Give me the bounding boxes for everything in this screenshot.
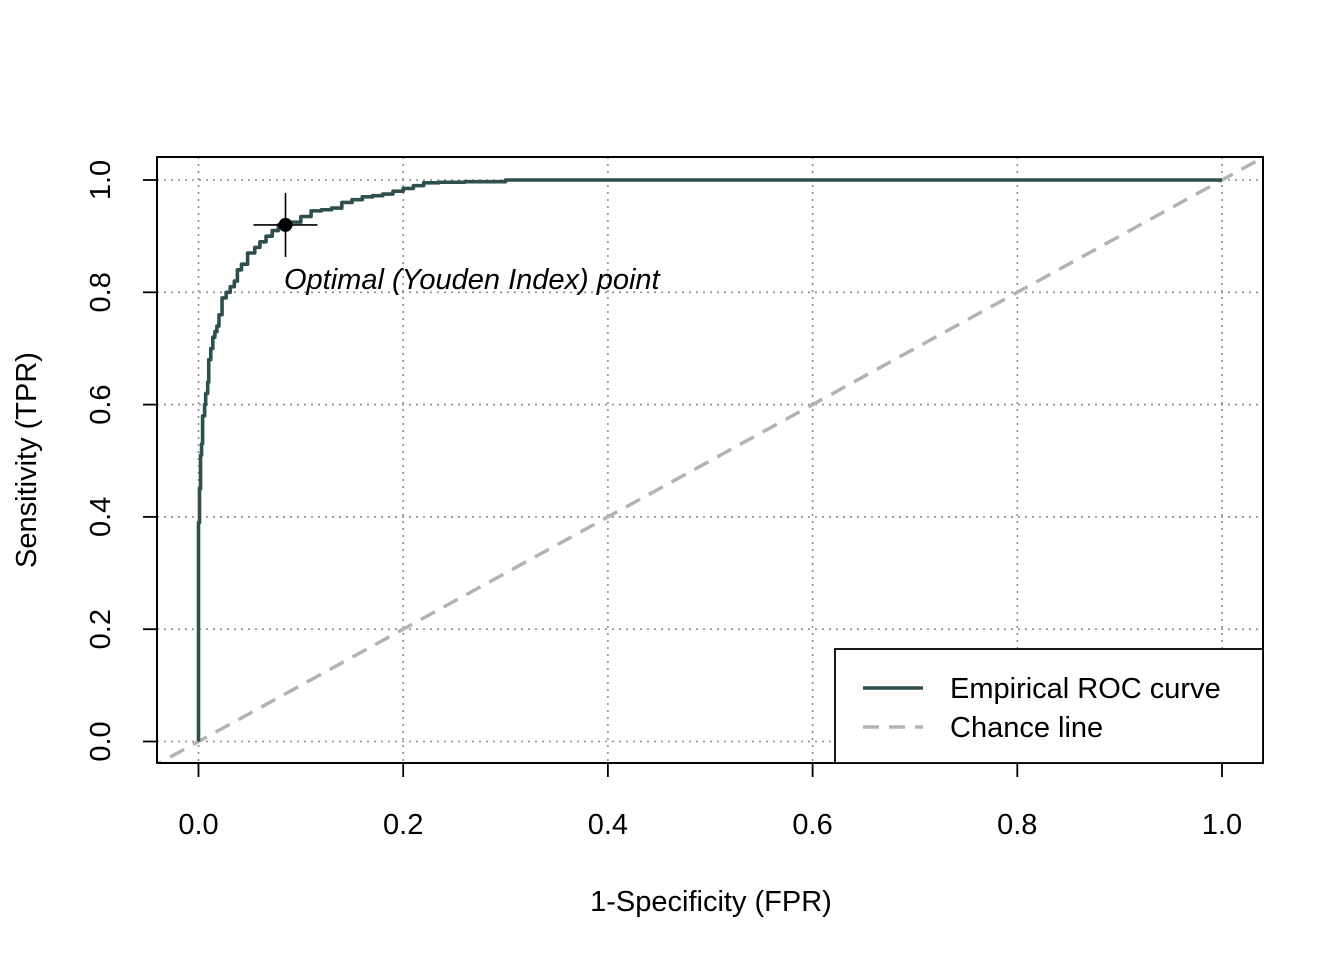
y-tick-label: 0.8 bbox=[85, 272, 117, 312]
chance-line bbox=[157, 157, 1263, 763]
legend-label: Chance line bbox=[950, 712, 1103, 744]
roc-curve bbox=[196, 178, 1222, 742]
marker-layer: Optimal (Youden Index) point bbox=[253, 192, 662, 296]
x-tick-label: 0.6 bbox=[792, 809, 832, 841]
legend: Empirical ROC curve Chance line bbox=[834, 648, 1264, 764]
y-tick-label: 0.4 bbox=[85, 497, 117, 537]
y-axis-label: Sensitivity (TPR) bbox=[11, 352, 43, 568]
x-tick-label: 1.0 bbox=[1202, 809, 1242, 841]
y-tick-label: 1.0 bbox=[85, 160, 117, 200]
x-tick-label: 0.2 bbox=[383, 809, 423, 841]
x-axis-label: 1-Specificity (FPR) bbox=[590, 886, 832, 918]
legend-box bbox=[834, 648, 1264, 764]
y-tick-label: 0.0 bbox=[85, 721, 117, 761]
series-layer bbox=[157, 157, 1263, 763]
optimal-point bbox=[278, 217, 293, 232]
axes: 0.0 0.2 0.4 0.6 0.8 1.0 0.0 0.2 0.4 0.6 0.8 1.0 bbox=[85, 160, 1242, 841]
x-tick-label: 0.0 bbox=[178, 809, 218, 841]
optimal-point-label: Optimal (Youden Index) point bbox=[284, 264, 662, 296]
legend-label: Empirical ROC curve bbox=[950, 673, 1221, 705]
y-tick-label: 0.6 bbox=[85, 384, 117, 424]
x-tick-label: 0.8 bbox=[997, 809, 1037, 841]
y-tick-label: 0.2 bbox=[85, 609, 117, 649]
plot-border bbox=[156, 156, 1264, 764]
x-tick-label: 0.4 bbox=[588, 809, 628, 841]
